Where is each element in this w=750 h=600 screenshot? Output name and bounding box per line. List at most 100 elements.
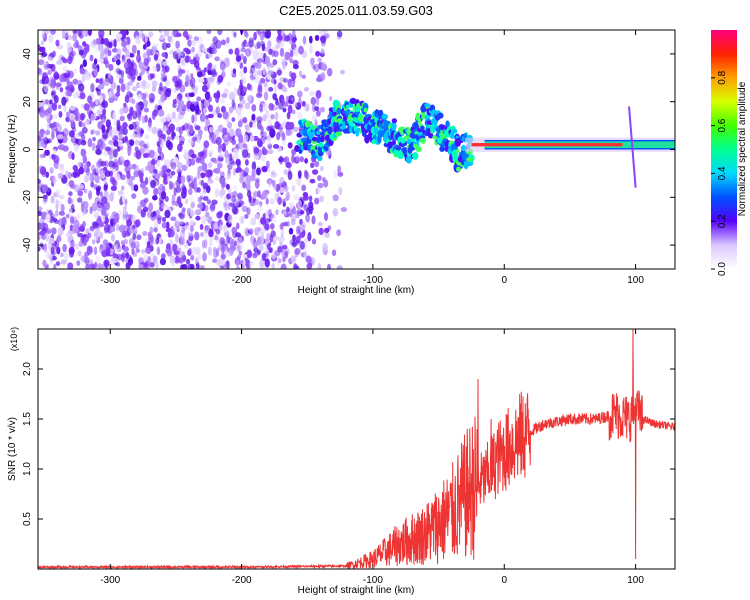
noise-speckle	[49, 166, 54, 174]
noise-speckle	[148, 149, 155, 159]
noise-speckle	[113, 118, 118, 126]
noise-speckle	[211, 69, 217, 76]
noise-speckle	[315, 90, 322, 99]
noise-speckle	[195, 156, 202, 162]
noise-speckle	[126, 58, 131, 64]
noise-speckle	[298, 97, 302, 105]
noise-speckle	[138, 83, 143, 89]
noise-speckle	[257, 230, 264, 236]
noise-speckle	[273, 79, 277, 85]
noise-speckle	[53, 155, 60, 164]
noise-speckle	[246, 207, 251, 216]
noise-speckle	[197, 151, 205, 158]
noise-speckle	[141, 83, 147, 90]
noise-speckle	[332, 194, 339, 202]
noise-speckle	[283, 101, 289, 108]
noise-speckle	[63, 30, 70, 38]
noise-speckle	[150, 212, 155, 218]
noise-speckle	[183, 122, 189, 131]
noise-speckle	[95, 187, 101, 193]
noise-speckle	[197, 129, 203, 136]
noise-speckle	[256, 116, 263, 123]
noise-speckle	[270, 172, 276, 179]
noise-speckle	[189, 225, 194, 232]
noise-speckle	[198, 43, 205, 52]
noise-speckle	[138, 33, 142, 39]
noise-speckle	[129, 92, 134, 98]
noise-speckle	[317, 57, 322, 63]
ridge-blob	[391, 118, 398, 124]
noise-speckle	[297, 208, 304, 217]
noise-speckle	[41, 52, 48, 58]
noise-speckle	[278, 258, 282, 263]
noise-speckle	[306, 262, 313, 269]
noise-speckle	[104, 146, 111, 152]
top-x-tick-label: -200	[232, 275, 252, 286]
noise-speckle	[244, 102, 251, 110]
noise-speckle	[53, 263, 57, 269]
noise-speckle	[108, 140, 115, 146]
noise-speckle	[251, 67, 256, 73]
bottom-y-tick-label: 2.0	[22, 362, 33, 376]
noise-speckle	[329, 95, 333, 102]
noise-speckle	[189, 219, 194, 227]
noise-speckle	[293, 46, 300, 57]
noise-speckle	[260, 32, 265, 41]
noise-speckle	[123, 230, 129, 237]
noise-speckle	[38, 142, 41, 151]
noise-speckle	[298, 70, 303, 78]
noise-speckle	[239, 79, 243, 85]
noise-speckle	[113, 140, 119, 147]
noise-speckle	[290, 80, 295, 87]
noise-speckle	[38, 206, 43, 212]
noise-speckle	[52, 175, 57, 185]
noise-speckle	[53, 121, 60, 128]
noise-speckle	[215, 106, 221, 115]
noise-speckle	[202, 182, 209, 190]
noise-speckle	[58, 210, 66, 216]
noise-speckle	[202, 252, 207, 262]
noise-speckle	[317, 175, 322, 181]
noise-speckle	[171, 111, 176, 120]
noise-speckle	[43, 64, 50, 70]
noise-speckle	[304, 169, 308, 179]
noise-speckle	[165, 243, 171, 251]
noise-speckle	[221, 93, 228, 99]
noise-speckle	[213, 159, 220, 165]
noise-speckle	[174, 53, 179, 60]
noise-speckle	[63, 73, 70, 78]
noise-speckle	[65, 213, 70, 219]
noise-speckle	[151, 80, 158, 88]
noise-speckle	[258, 104, 263, 112]
noise-speckle	[107, 72, 112, 79]
noise-speckle	[42, 32, 47, 42]
noise-speckle	[65, 170, 69, 178]
noise-speckle	[144, 107, 150, 113]
noise-speckle	[53, 70, 58, 77]
noise-speckle	[219, 61, 226, 71]
noise-speckle	[40, 106, 44, 113]
noise-speckle	[205, 210, 209, 220]
noise-speckle	[41, 170, 48, 178]
noise-speckle	[236, 243, 241, 252]
noise-speckle	[278, 236, 285, 243]
noise-speckle	[336, 265, 343, 269]
noise-speckle	[305, 103, 310, 112]
noise-speckle	[42, 183, 49, 193]
noise-speckle	[297, 170, 302, 179]
noise-speckle	[303, 250, 308, 258]
noise-speckle	[140, 181, 147, 190]
top-x-tick-label: -300	[100, 275, 120, 286]
noise-speckle	[78, 240, 83, 248]
noise-speckle	[138, 263, 144, 269]
bottom-x-tick-label: -300	[100, 575, 120, 586]
noise-speckle	[217, 74, 224, 83]
noise-speckle	[189, 59, 195, 65]
noise-speckle	[267, 118, 273, 127]
noise-speckle	[79, 223, 84, 232]
noise-speckle	[211, 109, 218, 116]
noise-speckle	[95, 148, 102, 155]
noise-speckle	[79, 183, 85, 190]
noise-speckle	[194, 209, 202, 216]
noise-speckle	[296, 177, 302, 187]
